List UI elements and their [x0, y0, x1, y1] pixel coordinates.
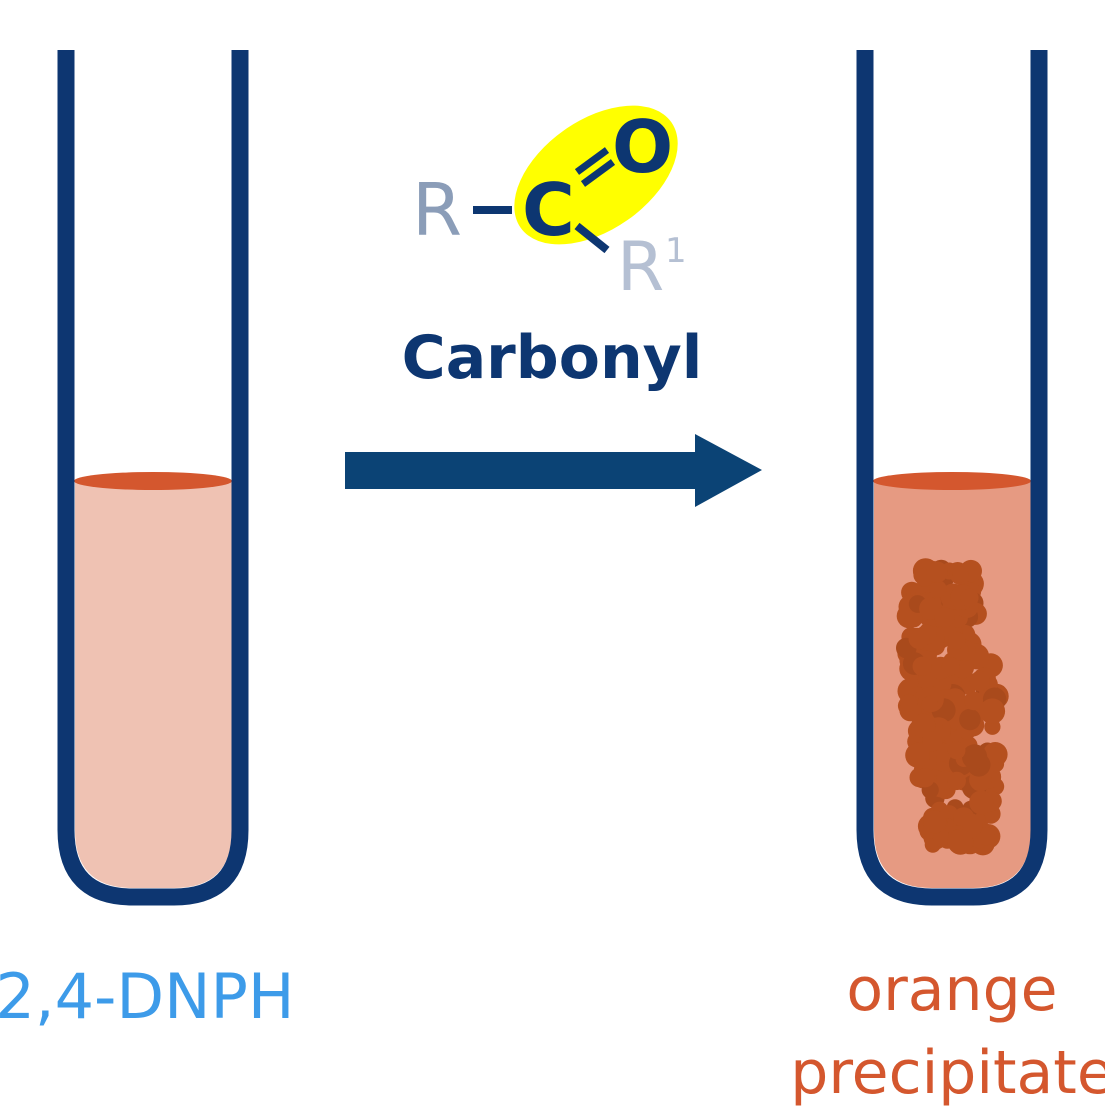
precipitate-particle: [905, 742, 930, 768]
left-tube-glass: [57, 50, 249, 906]
left-liquid-surface: [74, 472, 232, 490]
precipitate-particle: [941, 657, 961, 676]
precipitate-particle: [948, 631, 966, 650]
precipitate-particle: [959, 708, 981, 731]
precipitate-particle: [934, 607, 955, 628]
precipitate-particle: [947, 741, 966, 760]
left-liquid: [75, 482, 232, 888]
precipitate-particle: [929, 580, 947, 598]
r1-group-label: R: [617, 228, 664, 307]
precipitate-particle: [979, 698, 1006, 724]
r1-bond: [574, 222, 610, 254]
precipitate-particle: [952, 566, 969, 583]
right-liquid-surface: [873, 472, 1031, 490]
double-bond-2: [580, 159, 616, 187]
precipitate-particle: [947, 771, 966, 791]
carbon-label: C: [522, 168, 575, 252]
precipitate-particle: [900, 694, 918, 712]
precipitate-particle: [969, 670, 991, 692]
right-tube-glass: [856, 50, 1048, 906]
precipitate-particle: [947, 828, 974, 855]
reaction-arrow: [345, 434, 762, 507]
left-test-tube: [57, 50, 249, 906]
precipitate-particle: [912, 656, 932, 676]
precipitate-particle: [904, 609, 923, 628]
carbonyl-title: Carbonyl: [402, 323, 703, 393]
double-bond-1: [574, 147, 610, 175]
precipitate-particle: [915, 768, 935, 788]
precipitate-particle: [976, 827, 996, 846]
precipitate-particle: [932, 829, 951, 847]
r1-superscript: 1: [665, 231, 687, 271]
right-test-tube: [856, 50, 1048, 906]
precipitate-particle: [964, 691, 983, 711]
precipitate-particle: [923, 810, 947, 834]
precipitate-particle: [962, 744, 988, 770]
precipitate-particle: [908, 628, 930, 650]
right-tube-label-line2: precipitate: [790, 1038, 1105, 1108]
r-group-label: R: [412, 168, 462, 252]
precipitate-particle: [922, 731, 943, 752]
oxygen-label: O: [612, 105, 673, 189]
orange-precipitate: [896, 558, 1009, 856]
right-tube-label-line1: orange: [846, 955, 1057, 1025]
precipitate-particle: [960, 588, 979, 607]
left-tube-label: 2,4-DNPH: [0, 960, 295, 1033]
carbonyl-structure: R C O R 1 Carbonyl: [402, 105, 703, 393]
precipitate-particle: [969, 790, 994, 815]
precipitate-particle: [926, 561, 948, 583]
precipitate-particle: [921, 695, 939, 713]
